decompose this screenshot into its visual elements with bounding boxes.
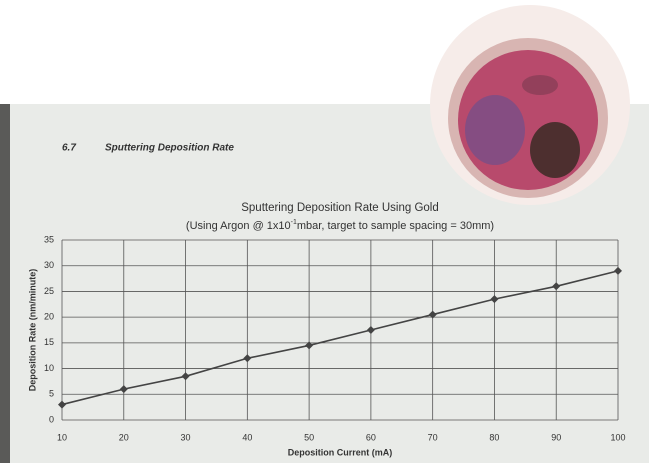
y-tick-label: 15	[44, 337, 54, 347]
photo-spot	[465, 95, 525, 165]
x-tick-label: 70	[428, 432, 438, 442]
x-tick-label: 30	[181, 432, 191, 442]
x-axis-label: Deposition Current (mA)	[288, 447, 393, 457]
photo-spot	[522, 75, 558, 95]
y-tick-label: 30	[44, 260, 54, 270]
subtitle-text: mbar, target to sample spacing = 30mm)	[297, 220, 494, 232]
x-tick-label: 10	[57, 432, 67, 442]
chart: 6.7 Sputtering Deposition Rate Sputterin…	[0, 0, 649, 463]
page-edge	[0, 104, 10, 463]
y-tick-label: 20	[44, 312, 54, 322]
y-tick-label: 5	[49, 389, 54, 399]
x-tick-label: 40	[242, 432, 252, 442]
chart-title: Sputtering Deposition Rate Using Gold	[241, 202, 439, 214]
y-tick-label: 0	[49, 414, 54, 424]
page: {"heading": {"number": "6.7", "title": "…	[0, 0, 649, 463]
x-tick-label: 90	[551, 432, 561, 442]
target-photo	[430, 5, 630, 205]
x-tick-label: 100	[610, 432, 625, 442]
y-tick-label: 10	[44, 363, 54, 373]
y-tick-label: 35	[44, 234, 54, 244]
x-tick-label: 50	[304, 432, 314, 442]
y-axis-label: Deposition Rate (nm/minute)	[27, 269, 37, 392]
chart-subtitle: (Using Argon @ 1x10-1mbar, target to sam…	[186, 219, 494, 232]
x-tick-label: 60	[366, 432, 376, 442]
section-number: 6.7	[62, 143, 76, 154]
x-tick-label: 20	[119, 432, 129, 442]
photo-spot	[530, 122, 580, 178]
y-tick-label: 25	[44, 286, 54, 296]
subtitle-text: (Using Argon @ 1x10	[186, 220, 291, 232]
section-title: Sputtering Deposition Rate	[105, 143, 234, 154]
x-tick-label: 80	[489, 432, 499, 442]
